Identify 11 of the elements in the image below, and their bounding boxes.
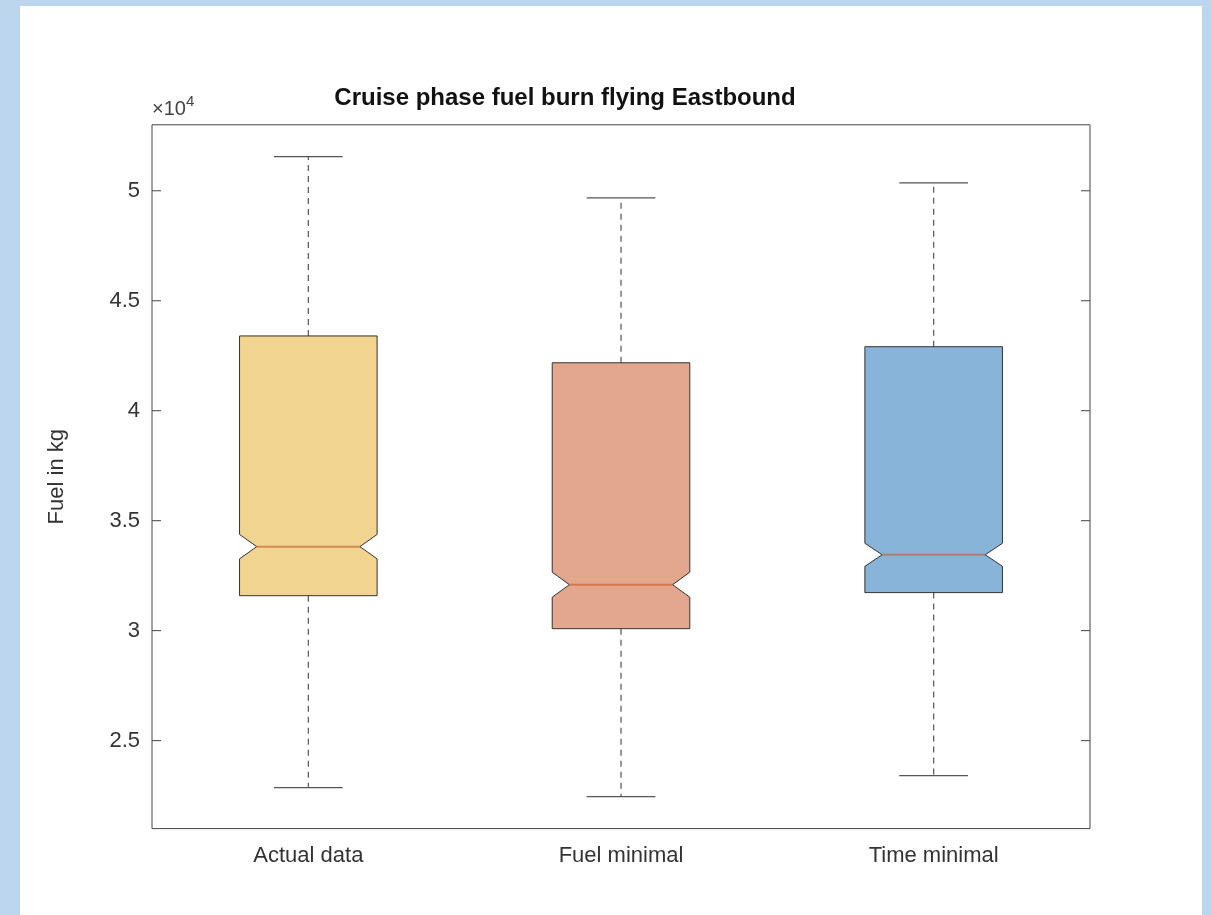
y-tick-label: 4.5 [109, 286, 140, 312]
x-tick-label: Fuel minimal [558, 841, 684, 867]
chart-title: Cruise phase fuel burn flying Eastbound [334, 83, 796, 111]
x-tick-label: Actual data [253, 841, 365, 867]
x-tick-label: Time minimal [868, 841, 999, 867]
y-axis-title: Fuel in kg [43, 429, 69, 525]
y-tick-label: 4 [127, 396, 140, 422]
y-tick-label: 3.5 [109, 506, 140, 532]
y-tick-label: 5 [127, 176, 140, 202]
y-tick-label: 3 [127, 616, 140, 642]
y-tick-label: 2.5 [109, 726, 140, 752]
